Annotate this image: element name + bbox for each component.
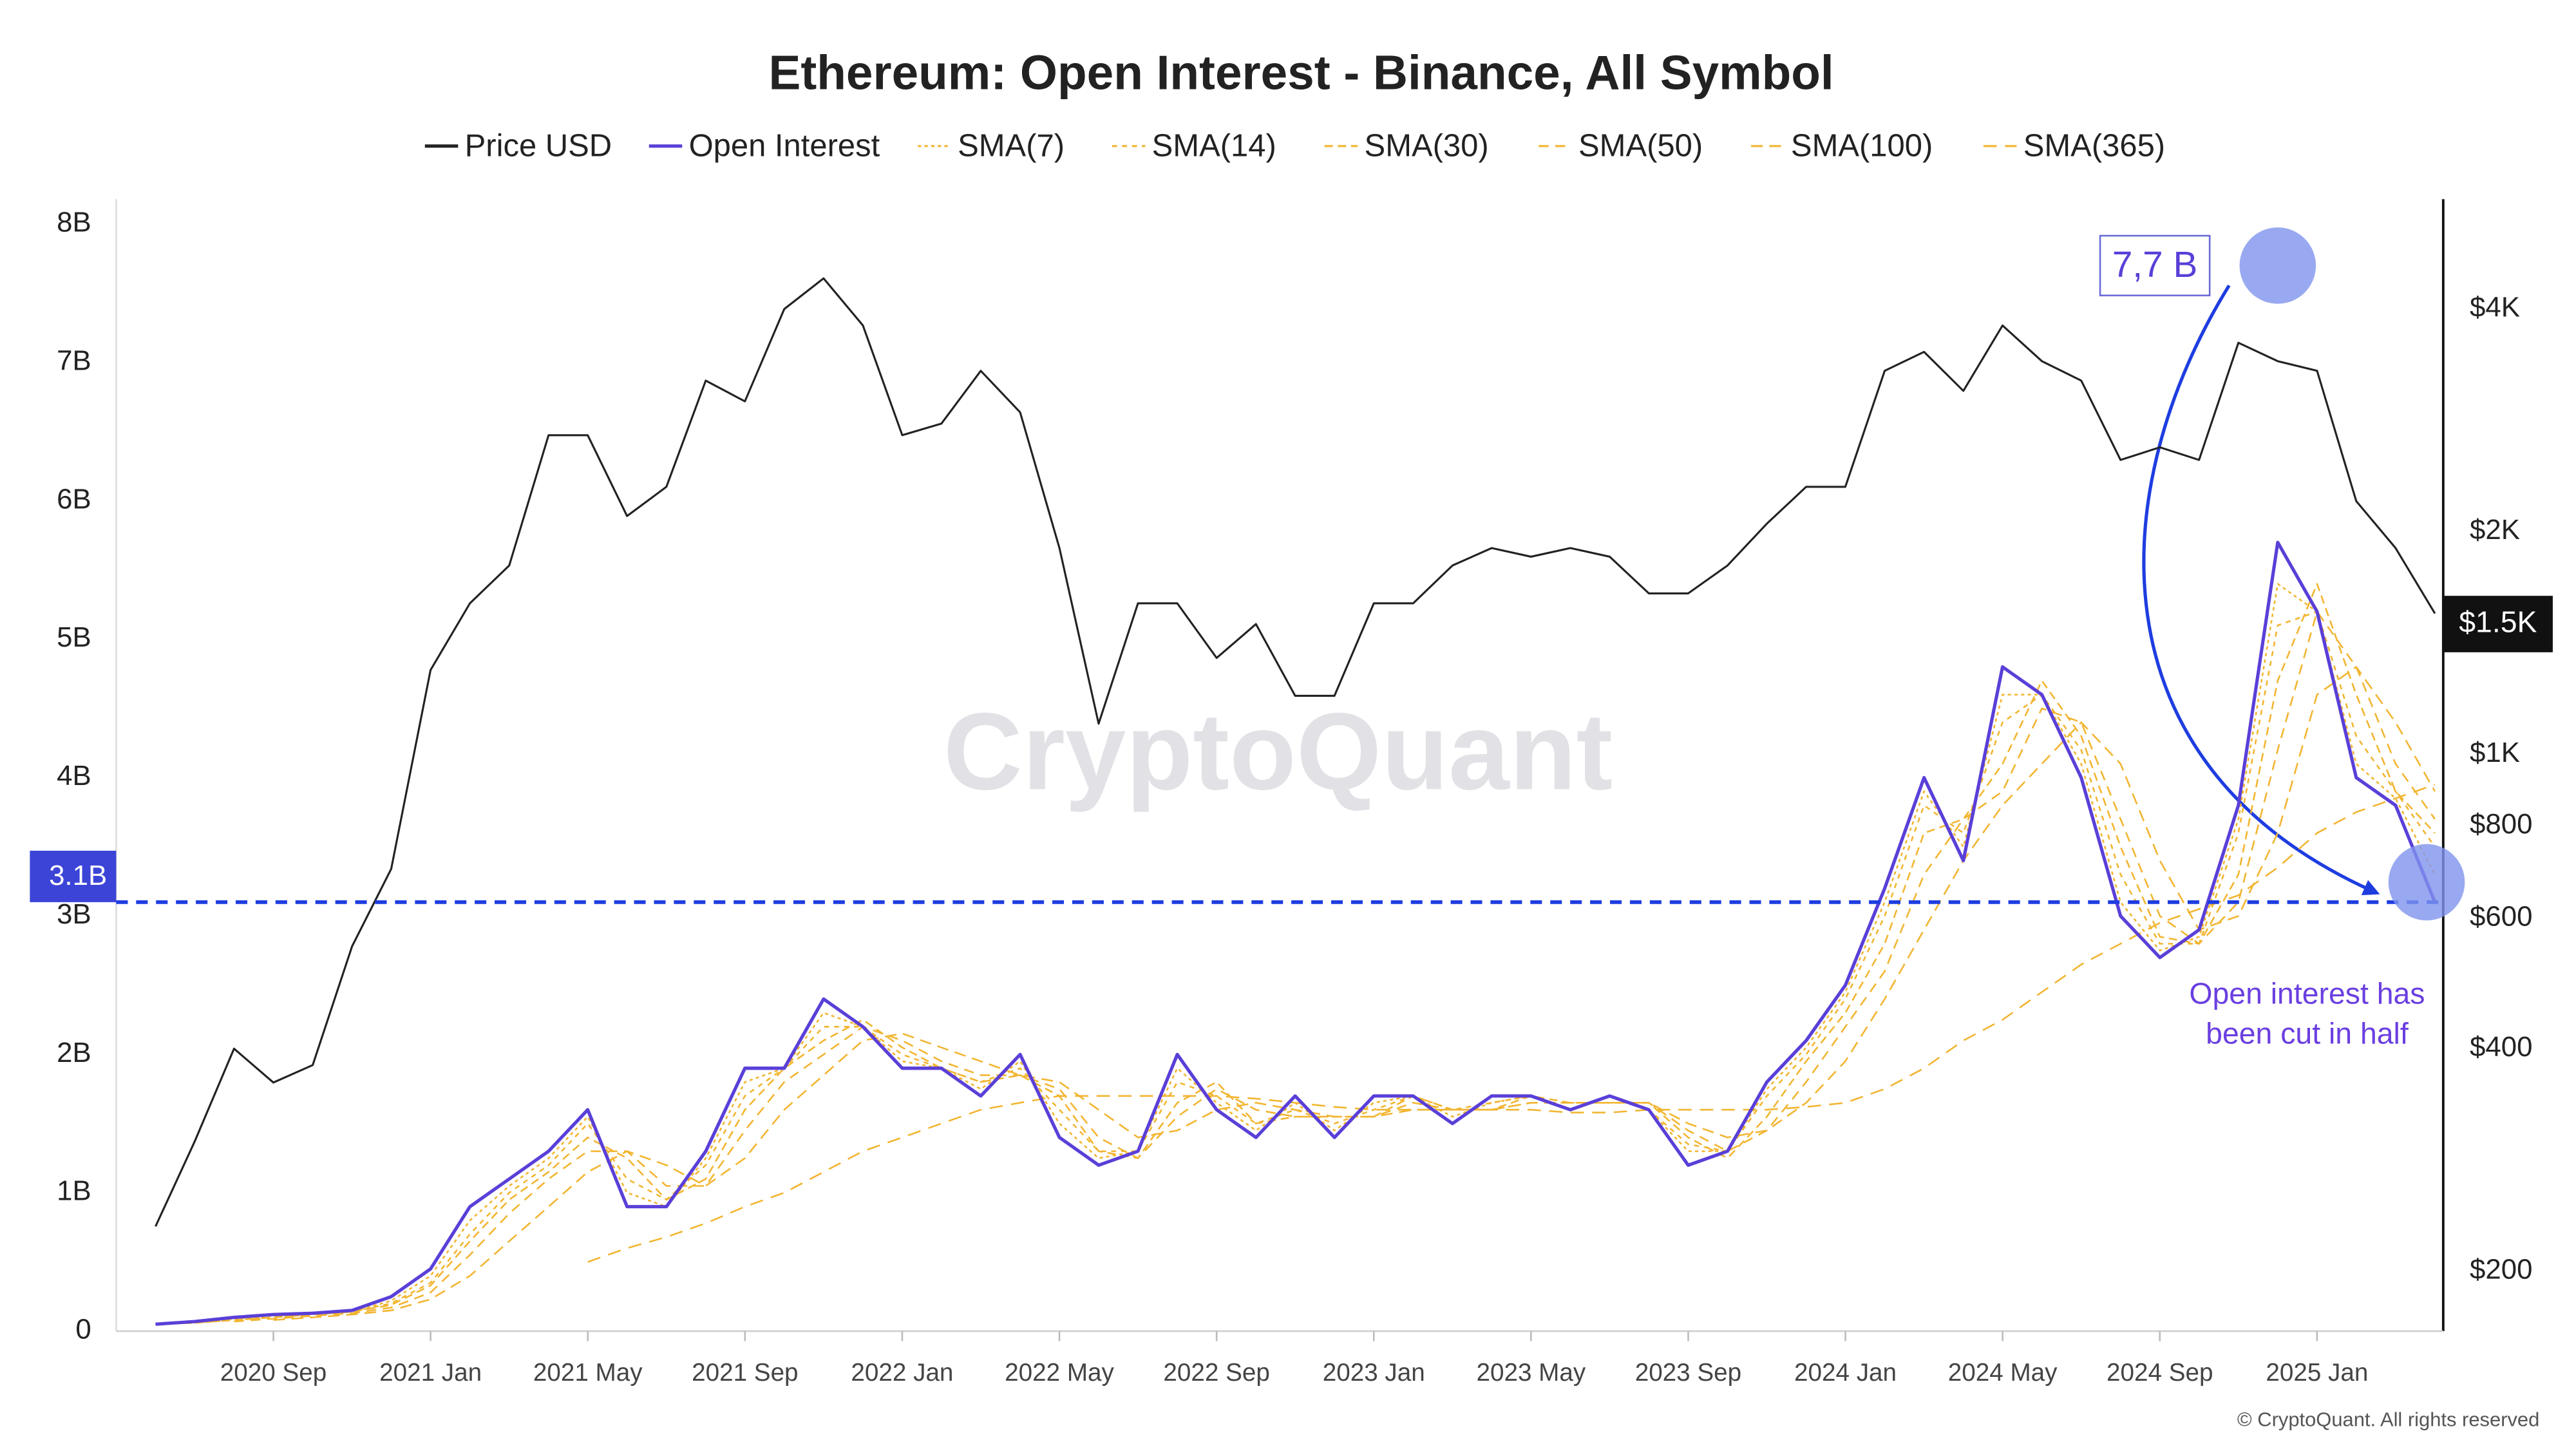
price-marker-label: $1.5K [2459,605,2537,638]
x-tick-label: 2021 Jan [379,1359,482,1387]
x-tick-label: 2023 May [1476,1359,1586,1387]
chart-title: Ethereum: Open Interest - Binance, All S… [769,45,1834,99]
legend-label: SMA(7) [958,128,1065,163]
legend-label: SMA(14) [1152,128,1276,163]
y-tick-label: 4B [57,760,91,791]
annotation-text: been cut in half [2206,1016,2409,1050]
y-tick-label: 6B [57,483,91,515]
reference-label-box [30,850,117,902]
price-line [155,277,2436,1227]
y-tick-label: 8B [57,207,91,238]
x-tick-label: 2024 Sep [2107,1359,2213,1387]
legend-label: SMA(30) [1365,128,1489,163]
oi-line [155,540,2437,1326]
y-tick-label: 0 [75,1314,91,1345]
x-tick-label: 2022 Sep [1163,1359,1269,1387]
peak-label: 7,7 B [2112,245,2197,285]
y-tick-label: 3B [57,898,91,930]
oi-line [587,784,2436,1263]
y2-tick-label: $200 [2470,1254,2532,1285]
y2-tick-label: $400 [2470,1031,2532,1063]
watermark: CryptoQuant [943,690,1613,813]
legend-label: SMA(365) [2023,128,2165,163]
x-tick-label: 2022 May [1005,1359,1114,1387]
current-highlight [2388,844,2465,921]
x-tick-label: 2020 Sep [220,1359,327,1387]
legend-label: SMA(50) [1578,128,1703,163]
legend-label: SMA(100) [1791,128,1933,163]
x-tick-label: 2021 May [533,1359,643,1387]
x-tick-label: 2024 Jan [1794,1359,1897,1387]
peak-highlight [2239,227,2316,304]
x-tick-label: 2025 Jan [2266,1359,2368,1387]
price-marker-box [2443,596,2553,652]
x-tick-label: 2023 Sep [1635,1359,1741,1387]
y-tick-label: 1B [57,1175,91,1207]
y-tick-label: 2B [57,1037,91,1068]
y2-tick-label: $2K [2470,514,2520,545]
legend-label: Open Interest [689,128,880,163]
y-tick-label: 7B [57,345,91,376]
copyright: © CryptoQuant. All rights reserved [2237,1408,2539,1430]
y2-tick-label: $4K [2470,291,2520,323]
x-tick-label: 2023 Jan [1323,1359,1425,1387]
x-tick-label: 2022 Jan [851,1359,953,1387]
y-tick-label: 5B [57,621,91,653]
x-tick-label: 2024 May [1948,1359,2058,1387]
y2-tick-label: $1K [2470,737,2520,768]
peak-label-box [2099,234,2211,297]
y2-tick-label: $800 [2470,808,2532,840]
annotation-text: Open interest has [2189,977,2425,1010]
y2-tick-label: $600 [2470,901,2532,933]
arrow [2142,284,2380,896]
oi-line [155,611,2436,1325]
legend-label: Price USD [465,128,612,163]
reference-label: 3.1B [49,860,107,891]
x-tick-label: 2021 Sep [692,1359,798,1387]
